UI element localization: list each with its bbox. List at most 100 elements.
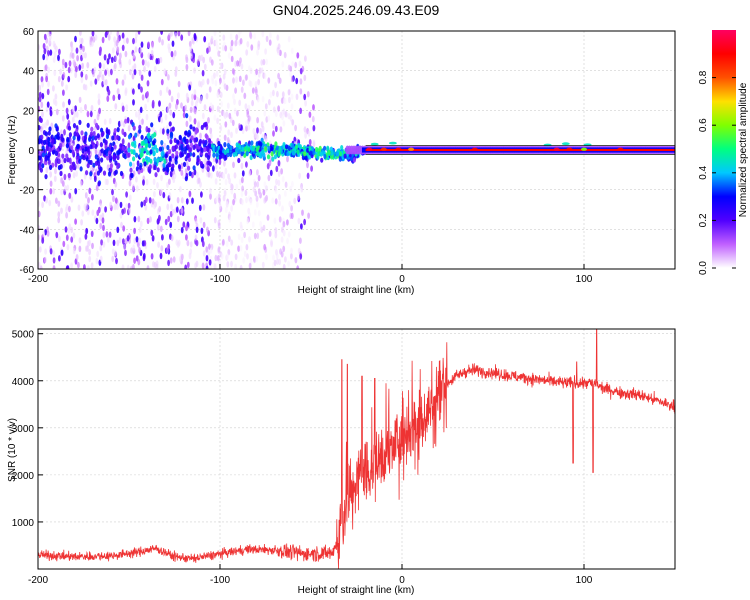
- spec-cell: [264, 196, 268, 203]
- spec-cell: [119, 212, 123, 219]
- spec-cell: [274, 227, 278, 234]
- spec-cell: [242, 79, 245, 86]
- spec-cell: [106, 58, 110, 65]
- spec-cell: [303, 74, 307, 82]
- spec-cell: [254, 80, 258, 88]
- spec-cell: [272, 254, 275, 261]
- spec-cell: [184, 264, 188, 269]
- spec-cell: [99, 245, 103, 252]
- spec-cell: [218, 158, 222, 165]
- spec-cell: [185, 198, 189, 205]
- spec-cell: [195, 226, 199, 233]
- spec-cell: [193, 89, 197, 96]
- spec-cell: [175, 150, 179, 156]
- spec-cell: [64, 185, 67, 192]
- spec-cell: [299, 237, 302, 244]
- spec-cell: [251, 221, 255, 228]
- spectrogram-blobs: [38, 31, 675, 269]
- spec-cell: [229, 182, 233, 190]
- spec-cell: [116, 127, 120, 133]
- spec-cell: [286, 219, 289, 226]
- spec-cell: [91, 40, 94, 47]
- spec-cell: [192, 144, 196, 150]
- spec-cell: [290, 212, 294, 220]
- spec-cell: [116, 31, 120, 38]
- spec-cell: [70, 236, 74, 243]
- spec-cell: [61, 58, 65, 66]
- spec-cell: [156, 182, 159, 189]
- spec-cell: [65, 265, 69, 269]
- spec-cell: [51, 138, 55, 144]
- spec-cell: [243, 250, 247, 258]
- spec-cell: [41, 163, 45, 169]
- spec-cell: [143, 65, 146, 73]
- spec-cell: [270, 151, 274, 157]
- spec-cell: [166, 144, 170, 151]
- spec-cell: [256, 181, 260, 188]
- spec-cell: [137, 169, 141, 175]
- spec-cell: [235, 127, 238, 134]
- spec-cell: [79, 47, 83, 55]
- snr-grid: [37, 329, 675, 569]
- spec-cell: [189, 45, 193, 53]
- spec-cell: [159, 89, 163, 97]
- spec-ytick-label: 0: [28, 146, 34, 157]
- spec-cell: [116, 87, 120, 95]
- spec-cell: [245, 120, 248, 127]
- spec-cell: [138, 128, 142, 134]
- spec-cell: [293, 197, 297, 205]
- spec-cell: [306, 147, 310, 153]
- spec-cell: [153, 156, 157, 163]
- spec-cell: [256, 133, 259, 141]
- spec-cell: [92, 131, 96, 137]
- spec-cell: [284, 256, 287, 263]
- spec-cell: [115, 257, 118, 265]
- spec-cell: [52, 56, 56, 63]
- spec-cell: [140, 41, 144, 48]
- spec-cell: [294, 61, 298, 69]
- spec-cell: [210, 74, 214, 82]
- spec-cell: [105, 231, 109, 238]
- spec-cell: [338, 156, 342, 162]
- spec-cell: [171, 40, 175, 47]
- spec-cell: [274, 110, 278, 118]
- spec-cell: [127, 152, 131, 158]
- spec-cell: [184, 130, 188, 136]
- spec-cell: [137, 258, 141, 266]
- spec-cell: [60, 249, 64, 256]
- spec-cell: [121, 105, 125, 112]
- spec-cell: [284, 190, 287, 197]
- spec-cell: [189, 106, 193, 114]
- spec-cell: [259, 128, 262, 135]
- spec-cell: [64, 226, 68, 233]
- spec-cell: [159, 188, 163, 195]
- spec-cell: [217, 222, 221, 229]
- spec-cell: [306, 172, 310, 179]
- spec-cell: [95, 217, 99, 225]
- spec-cell: [161, 39, 164, 46]
- spec-cell: [283, 51, 287, 59]
- spec-cell: [146, 91, 149, 98]
- spec-cell: [193, 93, 197, 101]
- spec-cell: [288, 200, 292, 208]
- spec-cell: [210, 59, 214, 66]
- spec-cell: [304, 55, 307, 62]
- spec-cell: [95, 122, 99, 128]
- spec-cell: [133, 227, 137, 235]
- spec-cell: [251, 99, 255, 107]
- spec-cell: [214, 163, 218, 170]
- spec-cell: [132, 184, 135, 191]
- spec-cell: [106, 155, 110, 161]
- spec-cell: [79, 180, 83, 187]
- spec-cell: [86, 61, 90, 69]
- spec-cell: [81, 148, 85, 154]
- spec-cell: [44, 131, 49, 137]
- spec-cell: [184, 146, 188, 152]
- spec-cell: [54, 150, 59, 156]
- spec-cell: [110, 68, 113, 76]
- spec-cell: [247, 104, 251, 112]
- spec-cell: [53, 51, 57, 58]
- spec-cell: [82, 83, 86, 91]
- spec-cell: [103, 118, 107, 126]
